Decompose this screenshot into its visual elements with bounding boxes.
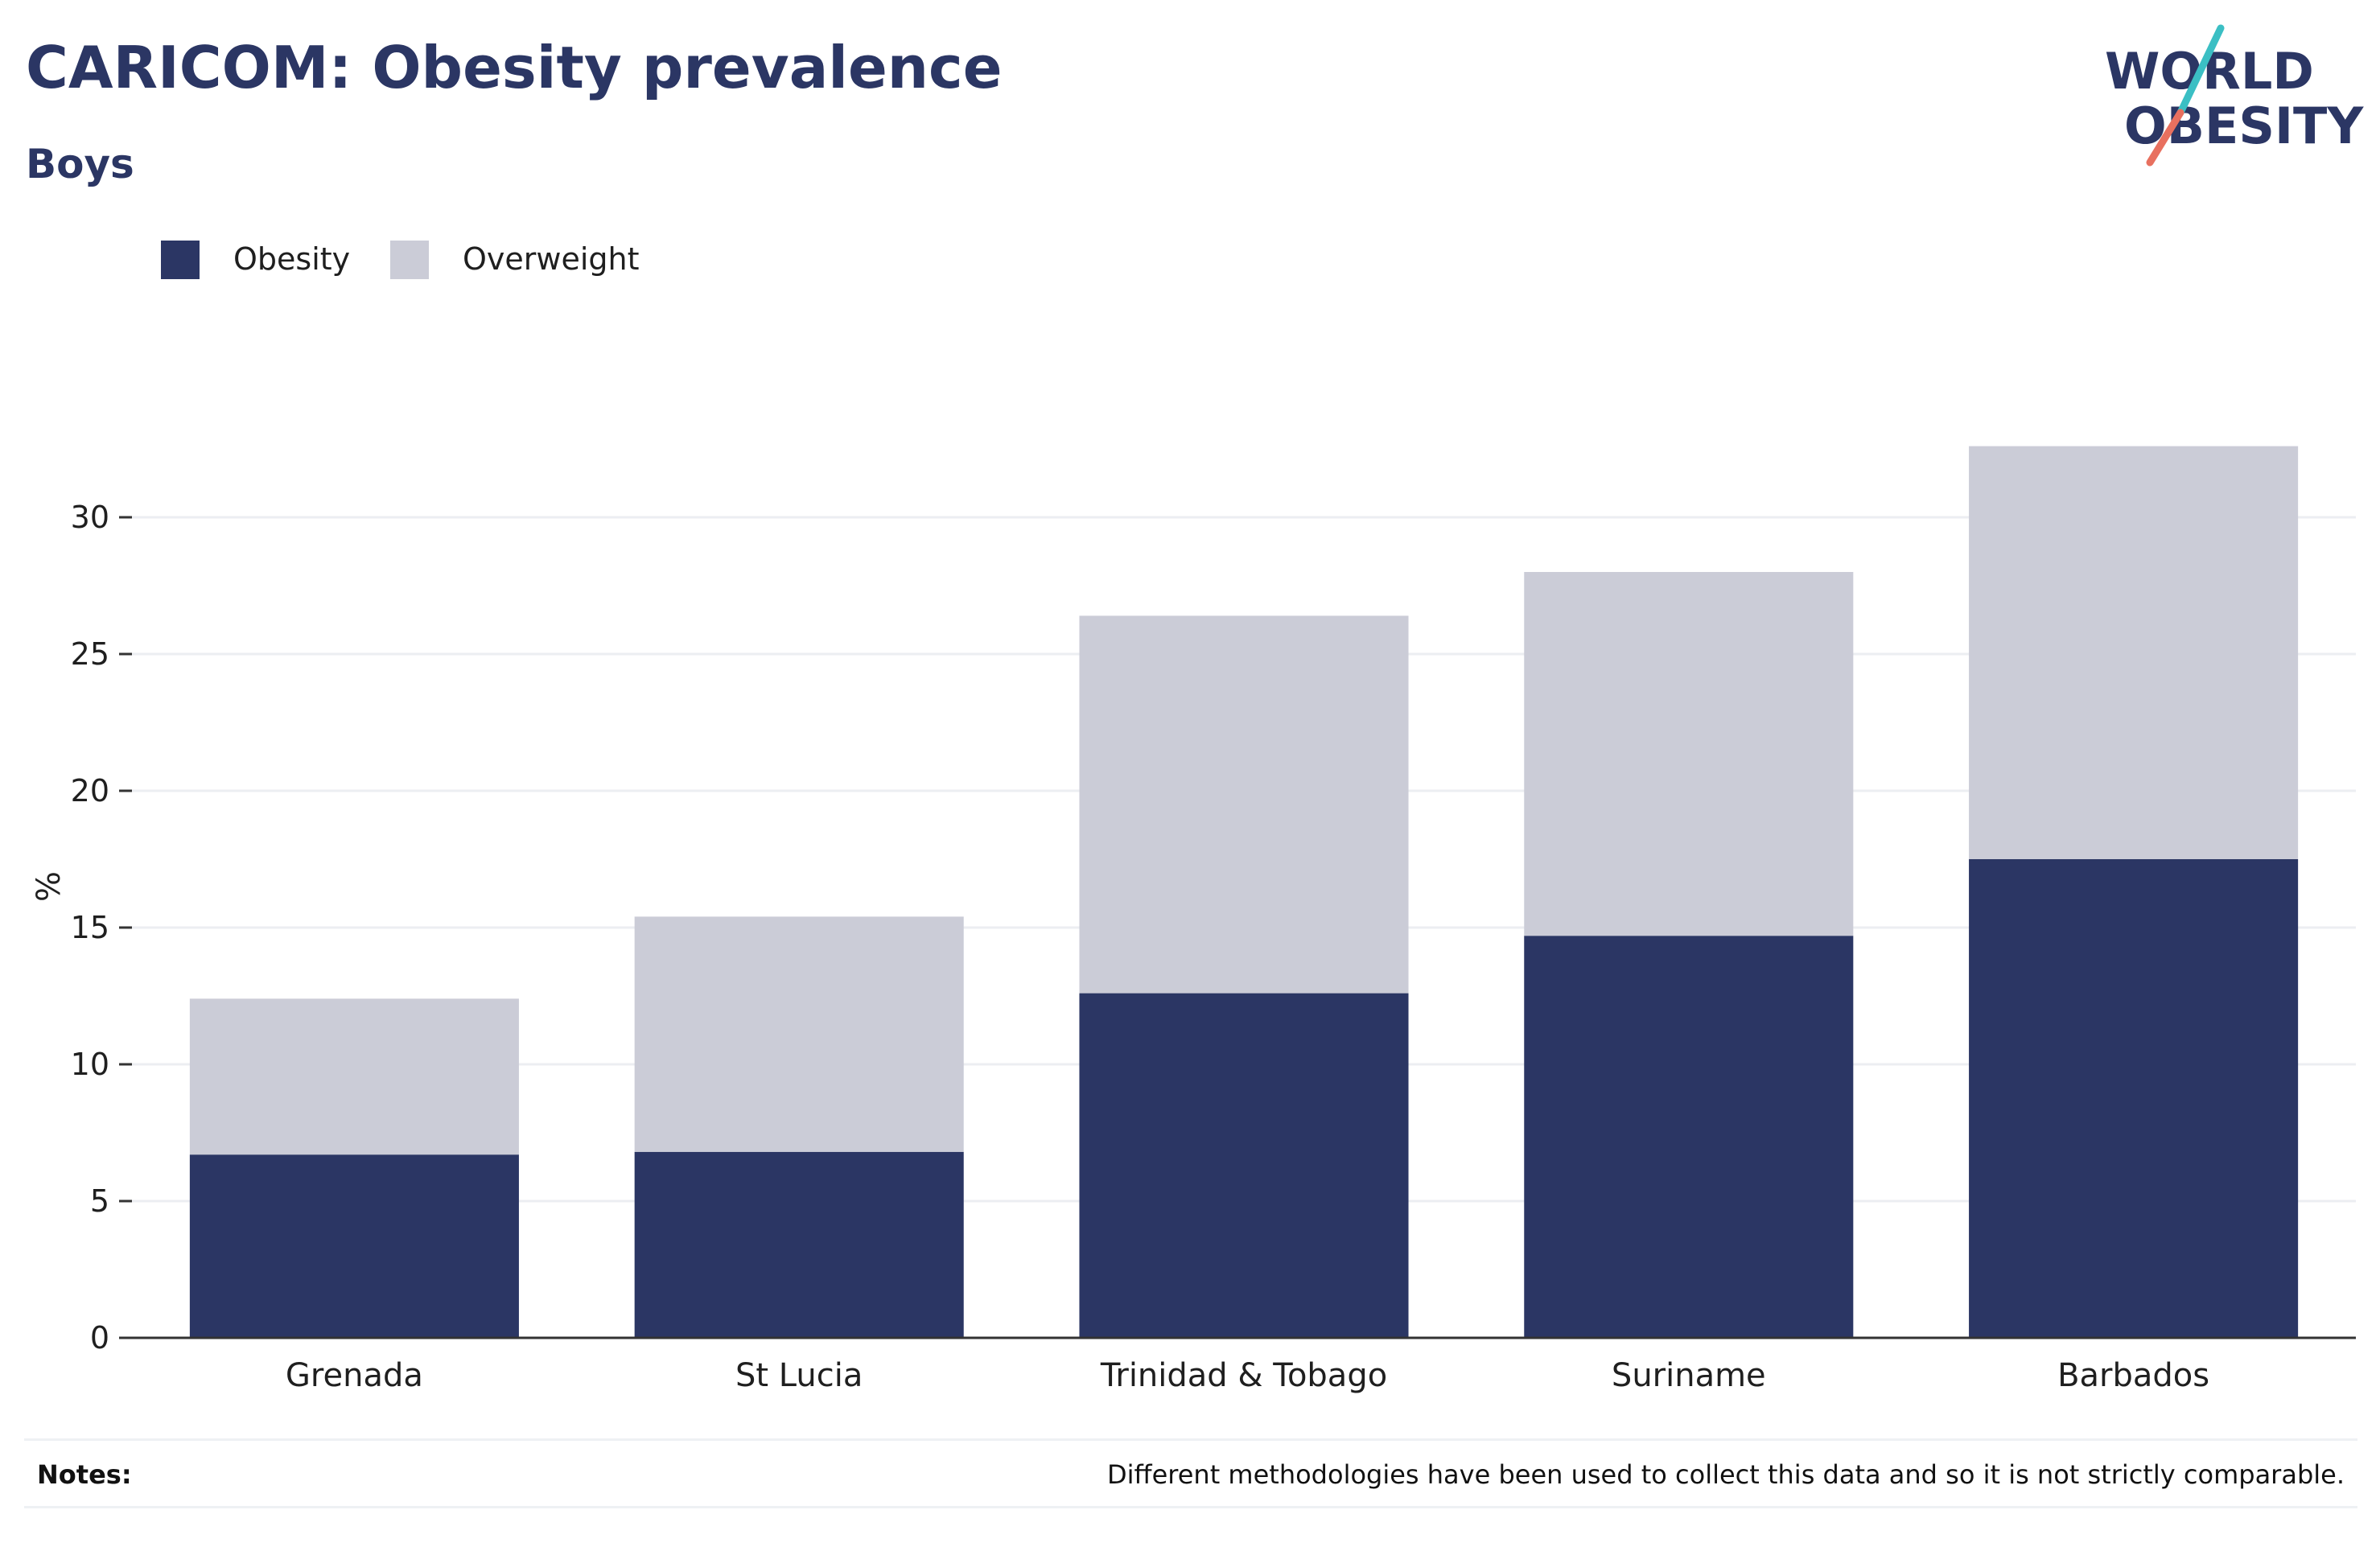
bar-overweight-4 xyxy=(1969,446,2299,859)
bar-overweight-2 xyxy=(1079,615,1409,994)
y-tick-label: 5 xyxy=(90,1183,109,1219)
y-axis-label: % xyxy=(31,871,68,902)
x-tick-label: Suriname xyxy=(1612,1357,1766,1394)
legend-label-obesity: Obesity xyxy=(233,241,351,277)
y-tick-label: 30 xyxy=(71,500,109,535)
bar-overweight-0 xyxy=(189,998,519,1155)
x-tick-label: St Lucia xyxy=(735,1357,863,1394)
bar-obesity-4 xyxy=(1969,859,2299,1338)
notes-label: Notes: xyxy=(37,1459,132,1490)
x-tick-label: Trinidad & Tobago xyxy=(1100,1357,1387,1394)
y-tick-label: 25 xyxy=(71,636,109,672)
legend-swatch-overweight xyxy=(390,241,429,279)
y-tick-label: 10 xyxy=(71,1047,109,1082)
bar-obesity-0 xyxy=(189,1154,519,1338)
logo-slash-top xyxy=(2176,24,2225,117)
notes-text: Different methodologies have been used t… xyxy=(1107,1459,2345,1490)
world-obesity-logo: WORLD OBESITY xyxy=(2105,24,2364,167)
y-tick-label: 20 xyxy=(71,773,109,808)
stacked-bar-chart: 0 5 10 15 20 25 30% Grenada St Lucia Trinidad & T… xyxy=(31,446,2356,1394)
bar-obesity-3 xyxy=(1524,936,1854,1338)
x-tick-label: Barbados xyxy=(2057,1357,2209,1394)
bar-overweight-1 xyxy=(634,916,964,1152)
y-tick-label: 0 xyxy=(90,1320,109,1356)
bar-overweight-3 xyxy=(1524,572,1854,936)
legend-swatch-obesity xyxy=(161,241,200,279)
x-tick-label: Grenada xyxy=(286,1357,423,1394)
legend-label-overweight: Overweight xyxy=(463,241,640,277)
notes-divider-bottom xyxy=(24,1506,2357,1508)
bar-obesity-2 xyxy=(1079,993,1409,1338)
notes-divider-top xyxy=(24,1438,2357,1441)
y-tick-label: 15 xyxy=(71,910,109,945)
page-title: CARICOM: Obesity prevalence xyxy=(26,34,1003,101)
logo-slash-bottom xyxy=(2146,109,2184,167)
bar-obesity-1 xyxy=(634,1151,964,1338)
page-subtitle: Boys xyxy=(26,141,134,187)
